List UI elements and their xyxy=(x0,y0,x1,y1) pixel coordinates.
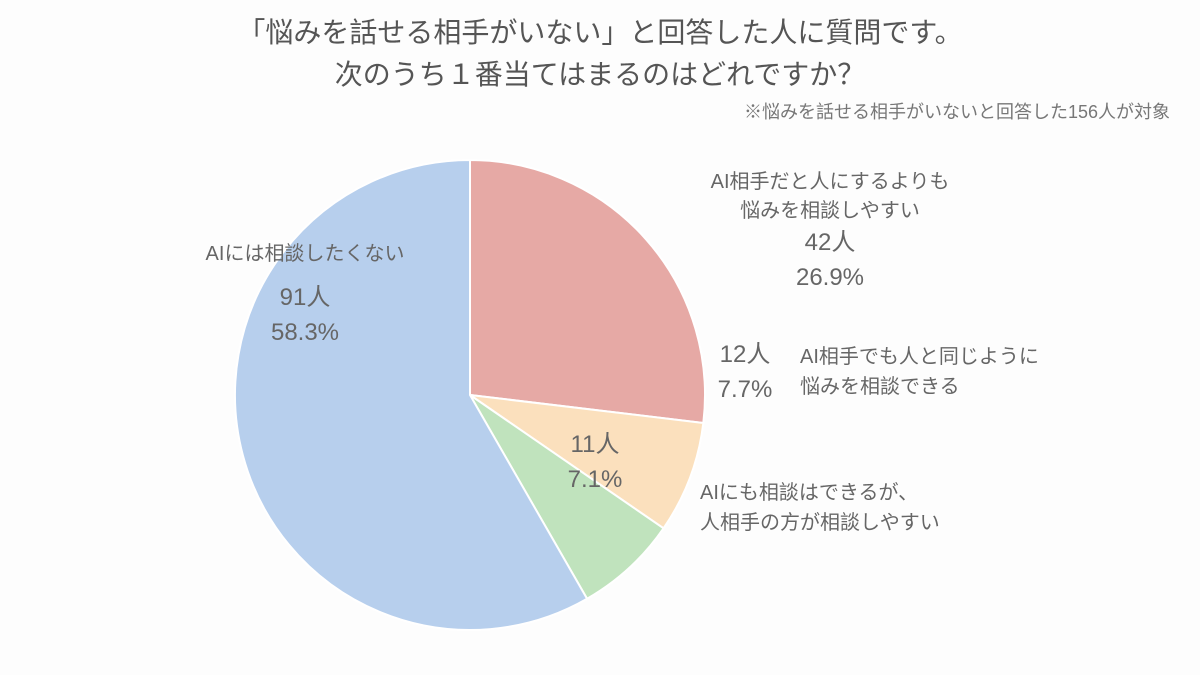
slice-2-label: AIにも相談はできるが、 人相手の方が相談しやすい xyxy=(700,478,940,538)
pie-slice-0 xyxy=(470,160,705,423)
title-line-1: 「悩みを話せる相手がいない」と回答した人に質問です。 xyxy=(0,12,1200,54)
title-line-2: 次のうち１番当てはまるのはどれですか？ xyxy=(0,54,1200,96)
chart-title: 「悩みを話せる相手がいない」と回答した人に質問です。 次のうち１番当てはまるのは… xyxy=(0,0,1200,96)
slice-2-data: 11人 7.1% xyxy=(540,428,650,498)
slice-0-label: AI相手だと人にするよりも 悩みを相談しやすい 42人 26.9% xyxy=(690,168,970,296)
slice-1-label: AI相手でも人と同じように 悩みを相談できる xyxy=(800,342,1039,402)
pie-chart: AI相手だと人にするよりも 悩みを相談しやすい 42人 26.9% 12人 7.… xyxy=(0,120,1200,675)
slice-3-label: AIには相談したくない 91人 58.3% xyxy=(175,240,435,351)
slice-1-data: 12人 7.7% xyxy=(690,338,800,408)
